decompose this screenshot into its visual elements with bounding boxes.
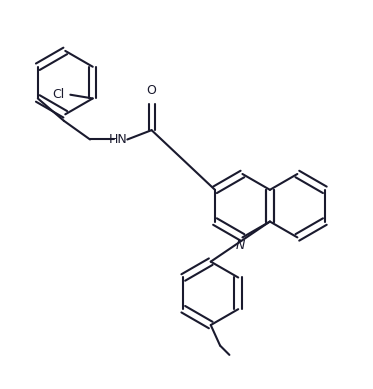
Text: Cl: Cl	[53, 88, 65, 101]
Text: O: O	[147, 84, 157, 96]
Text: N: N	[236, 239, 245, 252]
Text: HN: HN	[109, 133, 128, 146]
